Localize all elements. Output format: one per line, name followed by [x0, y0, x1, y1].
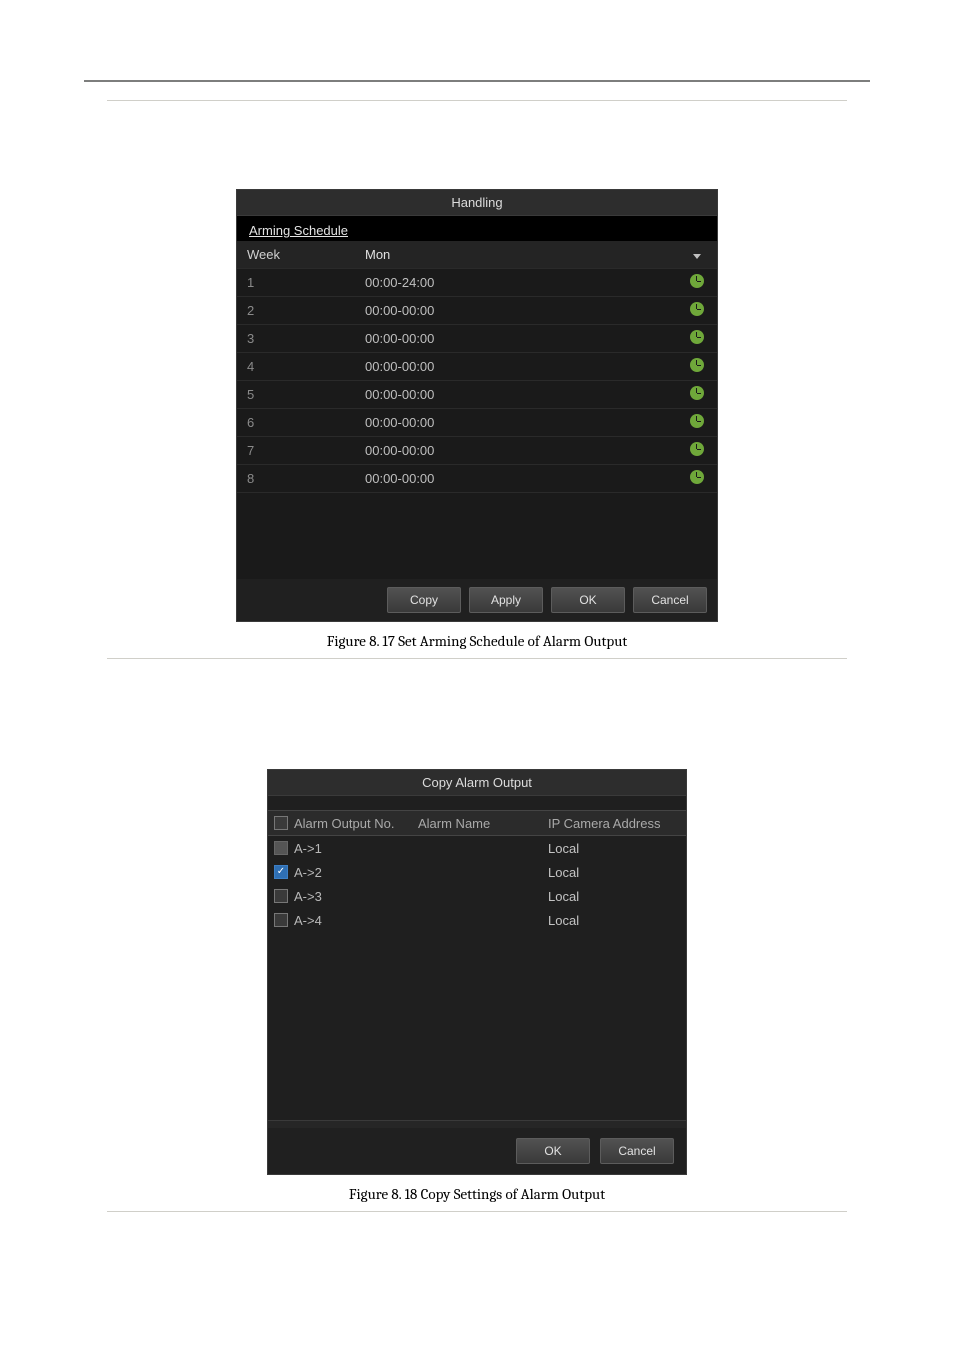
copy-alarm-output-dialog: Copy Alarm Output Alarm Output No. Alarm…	[267, 769, 687, 1175]
row-index: 4	[237, 359, 365, 374]
alarm-output-no: A->4	[294, 913, 322, 928]
section-rule	[107, 1211, 847, 1212]
clock-icon	[690, 442, 704, 456]
schedule-row: 6 00:00-00:00	[237, 409, 717, 437]
time-picker-button[interactable]	[677, 442, 717, 459]
time-picker-button[interactable]	[677, 414, 717, 431]
dialog-empty-area	[268, 932, 686, 1120]
time-range-input[interactable]: 00:00-00:00	[365, 415, 677, 430]
time-picker-button[interactable]	[677, 274, 717, 291]
ip-camera-address: Local	[548, 889, 686, 904]
week-dropdown[interactable]: Mon	[365, 247, 677, 262]
schedule-row: 4 00:00-00:00	[237, 353, 717, 381]
alarm-output-no: A->2	[294, 865, 322, 880]
schedule-row: 5 00:00-00:00	[237, 381, 717, 409]
alarm-output-no: A->1	[294, 841, 322, 856]
apply-button[interactable]: Apply	[469, 587, 543, 613]
cancel-button[interactable]: Cancel	[600, 1138, 674, 1164]
alarm-output-no: A->3	[294, 889, 322, 904]
ok-button[interactable]: OK	[516, 1138, 590, 1164]
header-week-label: Week	[237, 247, 365, 262]
time-picker-button[interactable]	[677, 470, 717, 487]
row-index: 3	[237, 331, 365, 346]
ok-button[interactable]: OK	[551, 587, 625, 613]
dialog-empty-area	[237, 493, 717, 579]
copy-button[interactable]: Copy	[387, 587, 461, 613]
clock-icon	[690, 414, 704, 428]
tab-bar: Arming Schedule	[237, 216, 717, 241]
header-ip-camera-address: IP Camera Address	[548, 816, 686, 831]
ip-camera-address: Local	[548, 841, 686, 856]
dialog-padding	[268, 796, 686, 810]
time-picker-button[interactable]	[677, 386, 717, 403]
time-range-input[interactable]: 00:00-00:00	[365, 471, 677, 486]
select-all-checkbox[interactable]	[274, 816, 288, 830]
row-checkbox[interactable]	[274, 841, 288, 855]
time-range-input[interactable]: 00:00-00:00	[365, 359, 677, 374]
schedule-row: 1 00:00-24:00	[237, 269, 717, 297]
schedule-header-row: Week Mon	[237, 241, 717, 269]
clock-icon	[690, 330, 704, 344]
page-top-rule	[84, 80, 870, 82]
row-index: 8	[237, 471, 365, 486]
row-index: 2	[237, 303, 365, 318]
time-range-input[interactable]: 00:00-24:00	[365, 275, 677, 290]
time-range-input[interactable]: 00:00-00:00	[365, 443, 677, 458]
time-range-input[interactable]: 00:00-00:00	[365, 387, 677, 402]
alarm-output-row: A->2 Local	[268, 860, 686, 884]
dialog-button-bar: Copy Apply OK Cancel	[237, 579, 717, 621]
cancel-button[interactable]: Cancel	[633, 587, 707, 613]
schedule-row: 7 00:00-00:00	[237, 437, 717, 465]
row-index: 5	[237, 387, 365, 402]
alarm-output-row: A->4 Local	[268, 908, 686, 932]
dialog-title: Handling	[237, 190, 717, 216]
schedule-row: 2 00:00-00:00	[237, 297, 717, 325]
figure-caption: Figure 8. 18 Copy Settings of Alarm Outp…	[0, 1185, 954, 1203]
time-range-input[interactable]: 00:00-00:00	[365, 303, 677, 318]
alarm-output-row: A->3 Local	[268, 884, 686, 908]
dialog-button-bar: OK Cancel	[268, 1128, 686, 1174]
row-checkbox[interactable]	[274, 865, 288, 879]
alarm-output-row: A->1 Local	[268, 836, 686, 860]
chevron-down-icon	[693, 254, 701, 259]
time-range-input[interactable]: 00:00-00:00	[365, 331, 677, 346]
time-picker-button[interactable]	[677, 302, 717, 319]
clock-icon	[690, 470, 704, 484]
time-picker-button[interactable]	[677, 358, 717, 375]
clock-icon	[690, 302, 704, 316]
schedule-row: 8 00:00-00:00	[237, 465, 717, 493]
alarm-table-header: Alarm Output No. Alarm Name IP Camera Ad…	[268, 810, 686, 836]
dialog-title: Copy Alarm Output	[268, 770, 686, 796]
row-checkbox[interactable]	[274, 913, 288, 927]
row-index: 6	[237, 415, 365, 430]
row-checkbox[interactable]	[274, 889, 288, 903]
header-alarm-output-no: Alarm Output No.	[294, 816, 394, 831]
ip-camera-address: Local	[548, 913, 686, 928]
row-index: 1	[237, 275, 365, 290]
clock-icon	[690, 358, 704, 372]
tab-arming-schedule[interactable]: Arming Schedule	[245, 220, 352, 241]
handling-dialog: Handling Arming Schedule Week Mon 1 00:0…	[236, 189, 718, 622]
schedule-row: 3 00:00-00:00	[237, 325, 717, 353]
ip-camera-address: Local	[548, 865, 686, 880]
clock-icon	[690, 274, 704, 288]
header-alarm-name: Alarm Name	[418, 816, 548, 831]
row-index: 7	[237, 443, 365, 458]
time-picker-button[interactable]	[677, 330, 717, 347]
clock-icon	[690, 386, 704, 400]
dialog-separator	[268, 1120, 686, 1128]
figure-caption: Figure 8. 17 Set Arming Schedule of Alar…	[0, 632, 954, 650]
week-dropdown-chevron[interactable]	[677, 247, 717, 262]
